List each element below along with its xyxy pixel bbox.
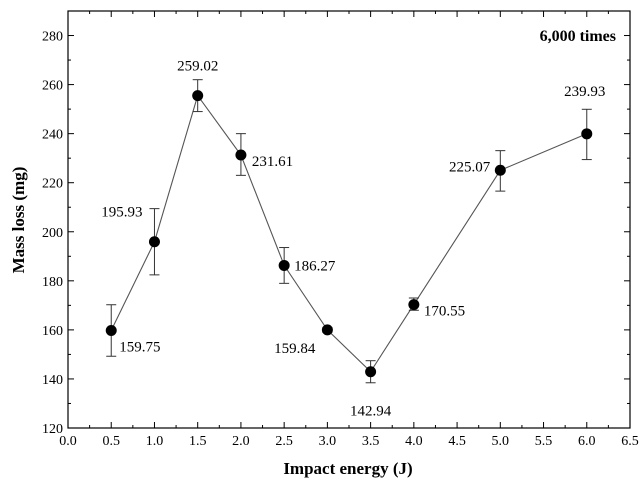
data-point	[148, 236, 160, 248]
axes	[67, 10, 631, 429]
y-tick-label: 260	[42, 79, 63, 94]
x-tick-label: 6.5	[621, 434, 639, 449]
y-tick-label: 120	[42, 422, 63, 437]
y-tick-label: 140	[42, 373, 63, 388]
x-tick-label: 5.0	[492, 434, 510, 449]
y-tick-label: 200	[42, 226, 63, 241]
data-label: 186.27	[294, 258, 336, 274]
data-label: 195.93	[101, 205, 142, 221]
x-tick-label: 2.0	[232, 434, 250, 449]
data-point	[235, 149, 247, 161]
x-tick-label: 2.5	[275, 434, 293, 449]
data-point	[105, 324, 117, 336]
data-point	[494, 164, 506, 176]
x-axis-title: Impact energy (J)	[283, 459, 412, 478]
series	[105, 79, 593, 384]
x-tick-label: 3.5	[362, 434, 380, 449]
data-point	[192, 90, 204, 102]
y-tick-label: 220	[42, 177, 63, 192]
x-tick-label: 0.0	[59, 434, 77, 449]
series-line	[110, 94, 588, 373]
data-labels: 159.75 195.93 259.02 231.61 186.27 159.84 142.…	[101, 59, 605, 420]
x-tick-label: 5.5	[535, 434, 553, 449]
data-label: 170.55	[424, 304, 465, 320]
y-tick-label: 160	[42, 324, 63, 339]
x-tick-label: 1.5	[189, 434, 207, 449]
data-point	[581, 128, 593, 140]
ticks: 0.0 0.5 1.0 1.5 2.0 2.5 3.0 3.5 4.0 4.5 5.0 5.5 6.0 6…	[42, 11, 639, 449]
x-tick-label: 6.0	[578, 434, 596, 449]
data-label: 225.07	[449, 159, 491, 175]
x-tick-label: 1.0	[146, 434, 164, 449]
x-tick-label: 4.0	[405, 434, 423, 449]
x-tick-label: 0.5	[102, 434, 120, 449]
y-tick-label: 240	[42, 128, 63, 143]
data-label: 259.02	[177, 59, 218, 75]
data-label: 231.61	[252, 154, 293, 170]
data-point	[408, 299, 420, 311]
data-point	[321, 324, 333, 336]
condition-annotation: 6,000 times	[540, 28, 616, 45]
data-label: 159.84	[274, 341, 316, 357]
y-tick-label: 180	[42, 275, 63, 290]
data-label: 159.75	[119, 339, 160, 355]
data-point	[365, 366, 377, 378]
y-tick-label: 280	[42, 30, 63, 45]
data-label: 142.94	[350, 404, 392, 420]
data-label: 239.93	[564, 84, 605, 100]
data-point	[278, 259, 290, 271]
x-tick-label: 3.0	[319, 434, 337, 449]
x-tick-label: 4.5	[448, 434, 466, 449]
plot-frame	[67, 10, 631, 429]
y-axis-title: Mass loss (mg)	[9, 167, 28, 274]
